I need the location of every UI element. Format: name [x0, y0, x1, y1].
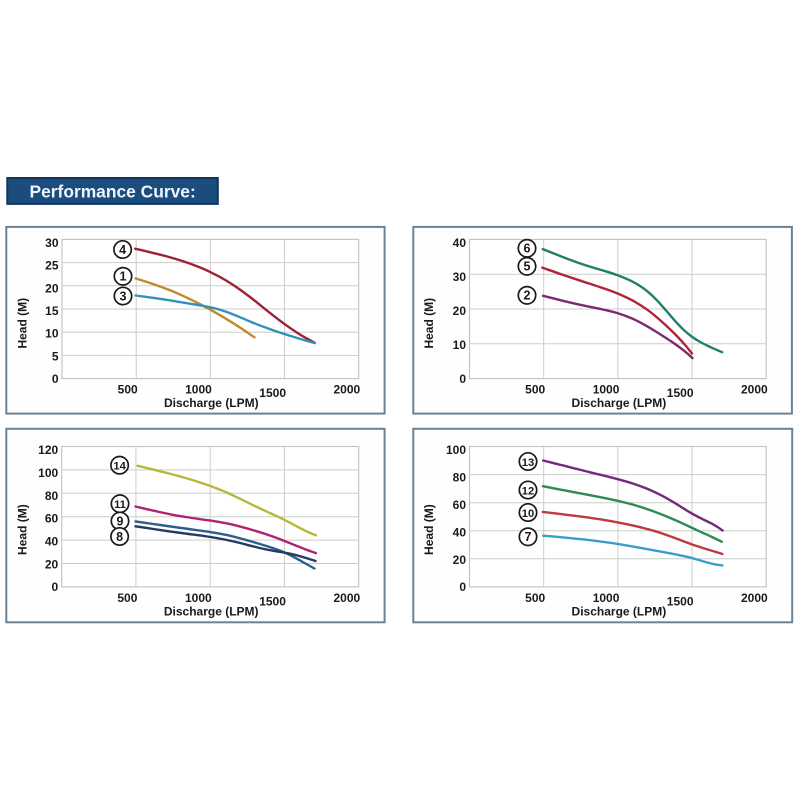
svg-text:60: 60	[453, 498, 467, 512]
svg-text:100: 100	[446, 443, 466, 457]
svg-text:2000: 2000	[333, 591, 360, 605]
svg-text:5: 5	[52, 349, 59, 363]
svg-text:10: 10	[45, 327, 59, 341]
svg-text:4: 4	[119, 243, 126, 257]
svg-text:Discharge (LPM): Discharge (LPM)	[572, 604, 667, 618]
svg-text:13: 13	[522, 457, 534, 469]
svg-text:2000: 2000	[333, 383, 360, 397]
svg-text:500: 500	[118, 383, 138, 397]
svg-text:0: 0	[52, 580, 59, 594]
svg-text:500: 500	[525, 591, 545, 605]
svg-text:1000: 1000	[185, 383, 212, 397]
svg-text:30: 30	[45, 236, 59, 250]
svg-text:20: 20	[45, 281, 59, 295]
svg-text:Head (M): Head (M)	[422, 504, 436, 555]
svg-text:7: 7	[525, 530, 532, 544]
svg-text:40: 40	[453, 525, 467, 539]
svg-text:80: 80	[453, 471, 467, 485]
svg-text:Performance Curve:: Performance Curve:	[30, 182, 196, 202]
svg-text:11: 11	[114, 499, 126, 511]
svg-text:25: 25	[45, 259, 59, 273]
svg-text:30: 30	[453, 270, 467, 284]
svg-text:Discharge (LPM): Discharge (LPM)	[572, 396, 667, 410]
svg-text:40: 40	[45, 535, 59, 549]
svg-text:12: 12	[522, 485, 534, 497]
svg-text:5: 5	[524, 260, 531, 274]
svg-text:6: 6	[524, 242, 531, 256]
svg-text:Head (M): Head (M)	[422, 298, 436, 349]
svg-text:Head (M): Head (M)	[16, 298, 30, 349]
svg-text:80: 80	[45, 489, 59, 503]
svg-text:Discharge (LPM): Discharge (LPM)	[164, 604, 259, 618]
svg-text:1500: 1500	[667, 386, 694, 400]
svg-text:10: 10	[453, 338, 467, 352]
svg-text:1500: 1500	[667, 594, 694, 608]
svg-text:2: 2	[524, 289, 531, 303]
svg-text:2000: 2000	[741, 383, 768, 397]
svg-text:15: 15	[45, 304, 59, 318]
svg-text:3: 3	[120, 289, 127, 303]
svg-text:2000: 2000	[741, 591, 768, 605]
svg-text:1000: 1000	[593, 383, 620, 397]
svg-text:100: 100	[38, 466, 58, 480]
svg-text:8: 8	[116, 530, 123, 544]
svg-text:9: 9	[117, 514, 124, 528]
svg-text:120: 120	[38, 443, 58, 457]
svg-text:20: 20	[45, 557, 59, 571]
svg-text:0: 0	[52, 372, 59, 386]
svg-text:500: 500	[117, 591, 137, 605]
svg-text:10: 10	[522, 508, 534, 520]
svg-text:14: 14	[113, 461, 126, 473]
svg-text:20: 20	[453, 553, 467, 567]
svg-text:60: 60	[45, 512, 59, 526]
svg-text:1: 1	[120, 270, 127, 284]
svg-text:0: 0	[459, 580, 466, 594]
svg-text:Discharge (LPM): Discharge (LPM)	[164, 396, 259, 410]
svg-text:40: 40	[453, 236, 467, 250]
svg-text:0: 0	[459, 372, 466, 386]
svg-text:1000: 1000	[185, 591, 212, 605]
svg-text:1000: 1000	[593, 591, 620, 605]
svg-text:1500: 1500	[259, 386, 286, 400]
svg-text:20: 20	[453, 304, 467, 318]
svg-text:1500: 1500	[259, 594, 286, 608]
svg-text:500: 500	[525, 383, 545, 397]
svg-text:Head (M): Head (M)	[16, 504, 30, 555]
